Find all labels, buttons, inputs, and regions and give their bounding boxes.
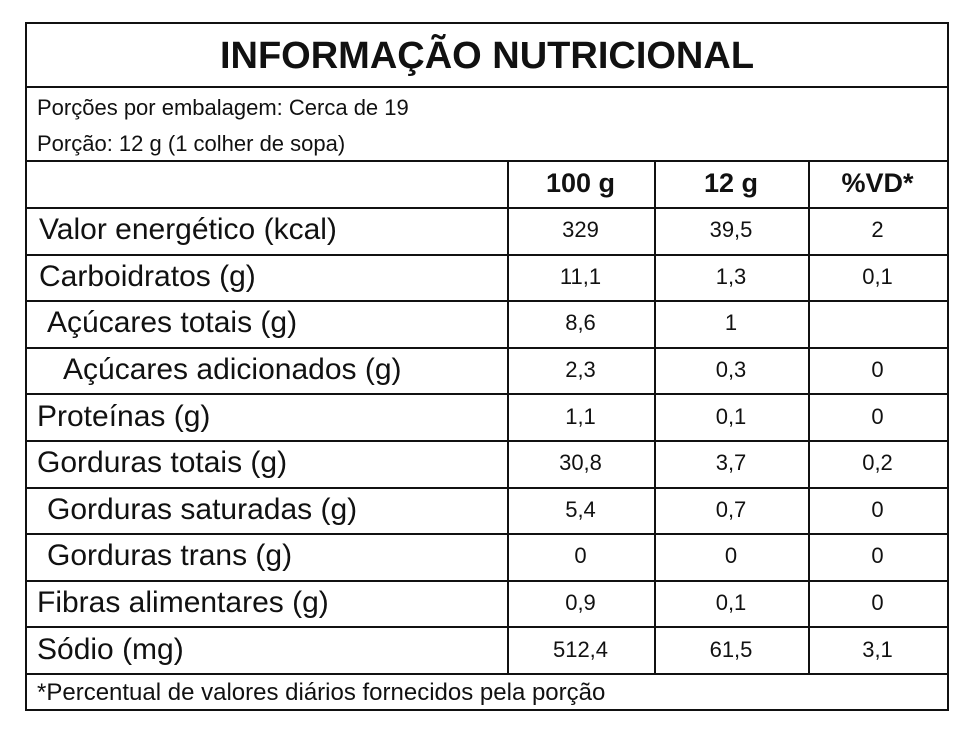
nutrient-value: 3,1: [862, 636, 893, 662]
nutrient-value: 0: [871, 403, 884, 429]
rule: [27, 579, 947, 582]
rule: [27, 626, 947, 629]
nutrient-label: Gorduras totais (g): [37, 446, 288, 480]
nutrient-value: 0,3: [715, 357, 747, 383]
nutrient-value: 0,9: [565, 590, 596, 616]
nutrient-value: 329: [562, 217, 599, 243]
nutrient-value: 61,5: [709, 636, 753, 662]
nutrient-value: 0,7: [715, 496, 747, 522]
rule: [27, 300, 947, 303]
rule: [27, 207, 947, 209]
rule: [27, 673, 947, 675]
nutrient-value: 0,1: [862, 263, 893, 289]
nutrient-value: 1,1: [565, 403, 596, 429]
column-header: %VD*: [841, 168, 914, 198]
servings-per-package: Porções por embalagem: Cerca de 19: [37, 95, 409, 120]
nutrient-value: 3,7: [715, 450, 747, 476]
column-rule: [808, 160, 810, 673]
nutrient-label: Sódio (mg): [37, 632, 184, 666]
nutrient-value: 0: [871, 590, 884, 616]
serving-size: Porção: 12 g (1 colher de sopa): [37, 131, 346, 156]
nutrient-value: 0: [871, 543, 884, 569]
nutrient-value: 1,3: [715, 263, 747, 289]
nutrient-label: Proteínas (g): [37, 399, 211, 433]
column-rule: [654, 160, 656, 673]
nutrient-value: 11,1: [559, 263, 602, 289]
nutrient-value: 0: [724, 543, 738, 569]
nutrient-label: Açúcares adicionados (g): [63, 353, 402, 387]
rule: [27, 486, 947, 489]
rule: [27, 440, 947, 442]
nutrient-value: 0,2: [862, 450, 893, 476]
title: INFORMAÇÃO NUTRICIONAL: [219, 34, 755, 77]
nutrient-value: 0,1: [715, 403, 747, 429]
nutrient-value: 8,6: [565, 310, 596, 336]
nutrient-value: 512,4: [552, 636, 609, 662]
nutrient-label: Gorduras trans (g): [47, 539, 293, 573]
nutrient-value: 0: [871, 496, 884, 522]
rule: [27, 86, 947, 88]
nutrient-value: 5,4: [565, 496, 596, 522]
nutrient-value: 0: [574, 543, 587, 569]
nutrient-label: Açúcares totais (g): [47, 306, 298, 340]
nutrient-value: 2: [871, 217, 884, 243]
rule: [27, 533, 947, 536]
nutrient-value: 39,5: [709, 217, 753, 243]
nutrient-label: Gorduras saturadas (g): [47, 492, 358, 526]
column-header: 100 g: [545, 168, 616, 198]
nutrient-value: 30,8: [559, 450, 602, 476]
nutrient-label: Valor energético (kcal): [39, 213, 337, 247]
nutrient-label: Carboidratos (g): [39, 259, 256, 293]
column-rule: [507, 160, 509, 673]
footnote: *Percentual de valores diários fornecido…: [37, 679, 606, 706]
nutrient-value: 0,1: [715, 590, 747, 616]
nutrient-label: Fibras alimentares (g): [37, 586, 329, 620]
nutrient-value: 0: [871, 357, 884, 383]
nutrition-table: INFORMAÇÃO NUTRICIONAL Porções por embal…: [25, 22, 949, 711]
rule: [27, 253, 947, 256]
nutrient-value: [808, 300, 947, 347]
rule: [27, 393, 947, 396]
nutrient-value: 1: [724, 310, 738, 336]
rule: [27, 346, 947, 349]
column-header: 12 g: [703, 168, 759, 198]
nutrient-value: 2,3: [565, 357, 596, 383]
rule: [27, 160, 947, 162]
